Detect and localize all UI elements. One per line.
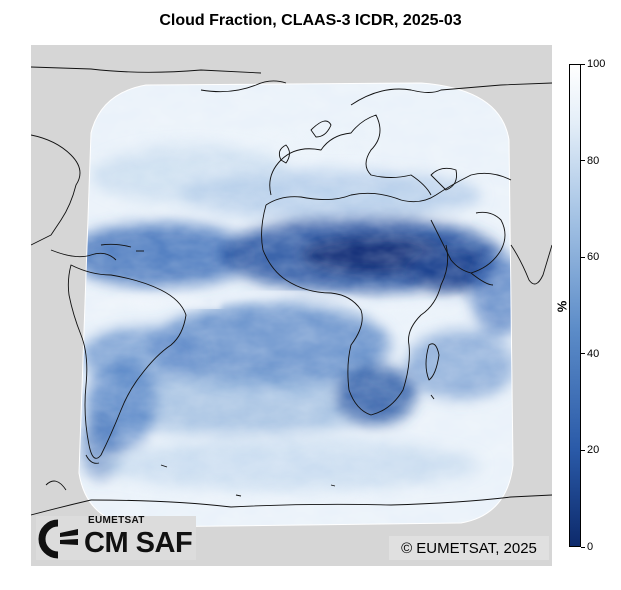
map-title: Cloud Fraction, CLAAS-3 ICDR, 2025-03 (159, 12, 462, 29)
colorbar-tick (581, 449, 585, 451)
colorbar-tick (581, 256, 585, 258)
colorbar-tick-label: 0 (587, 541, 594, 553)
cmsaf-logo-mark-icon (38, 519, 78, 559)
colorbar-tick-label: 100 (587, 58, 606, 70)
colorbar-tick-label: 60 (587, 251, 600, 264)
colorbar-tick (581, 546, 585, 548)
satellite-disk (79, 83, 513, 527)
logo-background (36, 516, 196, 560)
colorbar (569, 64, 581, 547)
colorbar-tick (581, 63, 585, 65)
colorbar-unit-label: % (554, 300, 570, 313)
logo-name-text: CM SAF (84, 527, 193, 559)
cloud-fraction-map (31, 66, 552, 528)
colorbar-tick-label: 80 (587, 154, 600, 167)
copyright-notice: © EUMETSAT, 2025 (389, 536, 549, 560)
map-panel (31, 45, 552, 566)
colorbar-tick-label: 40 (587, 347, 600, 360)
colorbar-tick (581, 353, 585, 355)
colorbar-tick-label: 20 (587, 444, 600, 457)
colorbar-tick (581, 160, 585, 162)
logo-org-text: EUMETSAT (88, 515, 145, 526)
coastlines (31, 66, 552, 516)
